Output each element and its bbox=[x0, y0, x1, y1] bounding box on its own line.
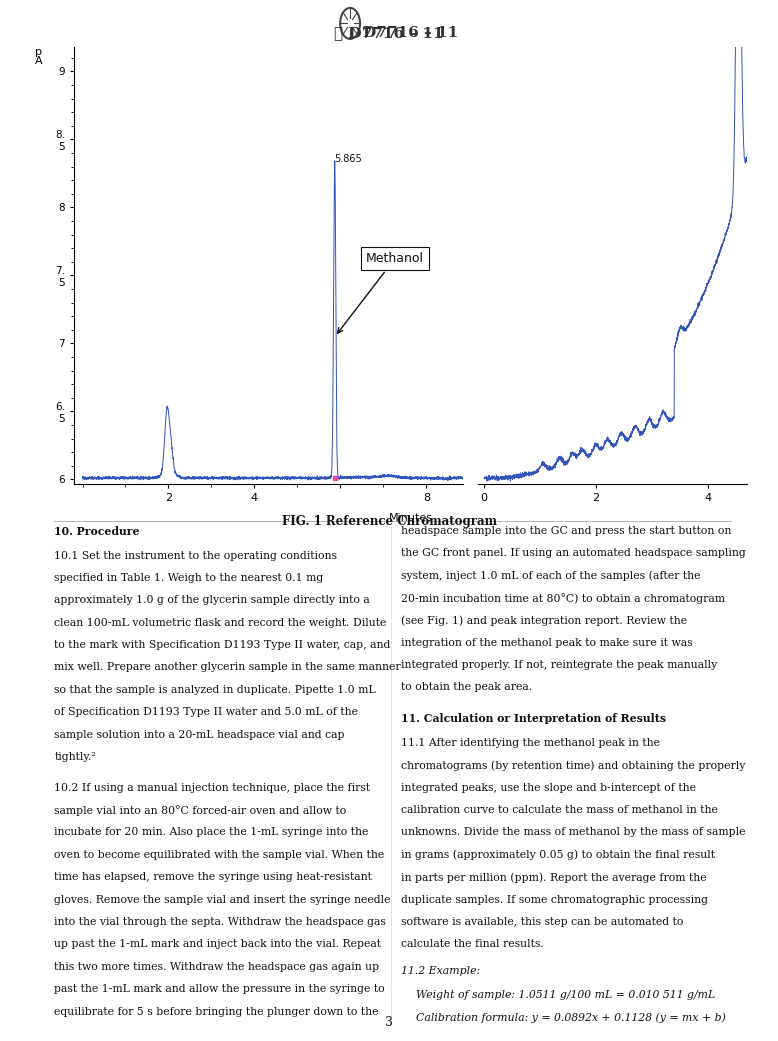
Text: so that the sample is analyzed in duplicate. Pipette 1.0 mL: so that the sample is analyzed in duplic… bbox=[54, 685, 376, 695]
Text: 10.1 Set the instrument to the operating conditions: 10.1 Set the instrument to the operating… bbox=[54, 551, 338, 561]
Text: the GC front panel. If using an automated headspace sampling: the GC front panel. If using an automate… bbox=[401, 548, 745, 558]
Text: integrated peaks, use the slope and b-intercept of the: integrated peaks, use the slope and b-in… bbox=[401, 783, 696, 793]
Text: into the vial through the septa. Withdraw the headspace gas: into the vial through the septa. Withdra… bbox=[54, 917, 387, 928]
Text: calculate the final results.: calculate the final results. bbox=[401, 939, 543, 949]
Text: duplicate samples. If some chromatographic processing: duplicate samples. If some chromatograph… bbox=[401, 894, 708, 905]
Text: headspace sample into the GC and press the start button on: headspace sample into the GC and press t… bbox=[401, 526, 731, 536]
Text: equilibrate for 5 s before bringing the plunger down to the: equilibrate for 5 s before bringing the … bbox=[54, 1007, 379, 1017]
Text: FIG. 1 Reference Chromatogram: FIG. 1 Reference Chromatogram bbox=[282, 515, 496, 528]
Text: Weight of sample: 1.0511 g/100 mL = 0.010 511 g/mL: Weight of sample: 1.0511 g/100 mL = 0.01… bbox=[416, 990, 716, 1000]
Text: 5.865: 5.865 bbox=[335, 154, 363, 163]
Text: integration of the methanol peak to make sure it was: integration of the methanol peak to make… bbox=[401, 638, 692, 648]
Text: chromatograms (by retention time) and obtaining the properly: chromatograms (by retention time) and ob… bbox=[401, 760, 745, 771]
Text: specified in Table 1. Weigh to the nearest 0.1 mg: specified in Table 1. Weigh to the neare… bbox=[54, 573, 324, 583]
Text: 20-min incubation time at 80°C) to obtain a chromatogram: 20-min incubation time at 80°C) to obtai… bbox=[401, 593, 724, 604]
Text: D7716 – 11: D7716 – 11 bbox=[363, 26, 458, 40]
Text: p
A: p A bbox=[35, 47, 43, 66]
Text: approximately 1.0 g of the glycerin sample directly into a: approximately 1.0 g of the glycerin samp… bbox=[54, 595, 370, 606]
Text: to obtain the peak area.: to obtain the peak area. bbox=[401, 683, 532, 692]
Text: Methanol: Methanol bbox=[338, 252, 424, 333]
Text: 10. Procedure: 10. Procedure bbox=[54, 526, 140, 537]
Text: to the mark with Specification D1193 Type II water, cap, and: to the mark with Specification D1193 Typ… bbox=[54, 640, 391, 651]
Text: up past the 1-mL mark and inject back into the vial. Repeat: up past the 1-mL mark and inject back in… bbox=[54, 939, 381, 949]
Text: of Specification D1193 Type II water and 5.0 mL of the: of Specification D1193 Type II water and… bbox=[54, 707, 359, 717]
Text: calibration curve to calculate the mass of methanol in the: calibration curve to calculate the mass … bbox=[401, 805, 717, 815]
Text: mix well. Prepare another glycerin sample in the same manner: mix well. Prepare another glycerin sampl… bbox=[54, 662, 401, 672]
Text: Calibration formula: y = 0.0892x + 0.1128 (y = mx + b): Calibration formula: y = 0.0892x + 0.112… bbox=[416, 1013, 726, 1023]
Text: 3: 3 bbox=[385, 1016, 393, 1029]
Text: oven to become equilibrated with the sample vial. When the: oven to become equilibrated with the sam… bbox=[54, 849, 384, 860]
Text: past the 1-mL mark and allow the pressure in the syringe to: past the 1-mL mark and allow the pressur… bbox=[54, 984, 385, 994]
Text: incubate for 20 min. Also place the 1-mL syringe into the: incubate for 20 min. Also place the 1-mL… bbox=[54, 828, 369, 838]
Text: sample solution into a 20-mL headspace vial and cap: sample solution into a 20-mL headspace v… bbox=[54, 730, 345, 740]
Text: unknowns. Divide the mass of methanol by the mass of sample: unknowns. Divide the mass of methanol by… bbox=[401, 828, 745, 838]
Text: time has elapsed, remove the syringe using heat-resistant: time has elapsed, remove the syringe usi… bbox=[54, 872, 373, 883]
Text: (see Fig. 1) and peak integration report. Review the: (see Fig. 1) and peak integration report… bbox=[401, 615, 687, 626]
Text: this two more times. Withdraw the headspace gas again up: this two more times. Withdraw the headsp… bbox=[54, 962, 380, 972]
Text: system, inject 1.0 mL of each of the samples (after the: system, inject 1.0 mL of each of the sam… bbox=[401, 570, 700, 581]
Text: clean 100-mL volumetric flask and record the weight. Dilute: clean 100-mL volumetric flask and record… bbox=[54, 617, 387, 628]
Text: Ⓐ D7716 – 11: Ⓐ D7716 – 11 bbox=[335, 26, 443, 40]
Text: Minutes: Minutes bbox=[388, 513, 433, 524]
Text: in parts per million (ppm). Report the average from the: in parts per million (ppm). Report the a… bbox=[401, 872, 706, 883]
Text: in grams (approximately 0.05 g) to obtain the final result: in grams (approximately 0.05 g) to obtai… bbox=[401, 849, 715, 861]
Text: software is available, this step can be automated to: software is available, this step can be … bbox=[401, 917, 683, 928]
Text: 11.1 After identifying the methanol peak in the: 11.1 After identifying the methanol peak… bbox=[401, 738, 660, 748]
Text: gloves. Remove the sample vial and insert the syringe needle: gloves. Remove the sample vial and inser… bbox=[54, 894, 391, 905]
Text: 11.2 Example:: 11.2 Example: bbox=[401, 966, 480, 976]
Text: 11. Calculation or Interpretation of Results: 11. Calculation or Interpretation of Res… bbox=[401, 713, 666, 725]
Text: integrated properly. If not, reintegrate the peak manually: integrated properly. If not, reintegrate… bbox=[401, 660, 717, 670]
Text: sample vial into an 80°C forced-air oven and allow to: sample vial into an 80°C forced-air oven… bbox=[54, 805, 347, 816]
Text: 10.2 If using a manual injection technique, place the first: 10.2 If using a manual injection techniq… bbox=[54, 783, 370, 793]
Text: tightly.²: tightly.² bbox=[54, 752, 96, 762]
